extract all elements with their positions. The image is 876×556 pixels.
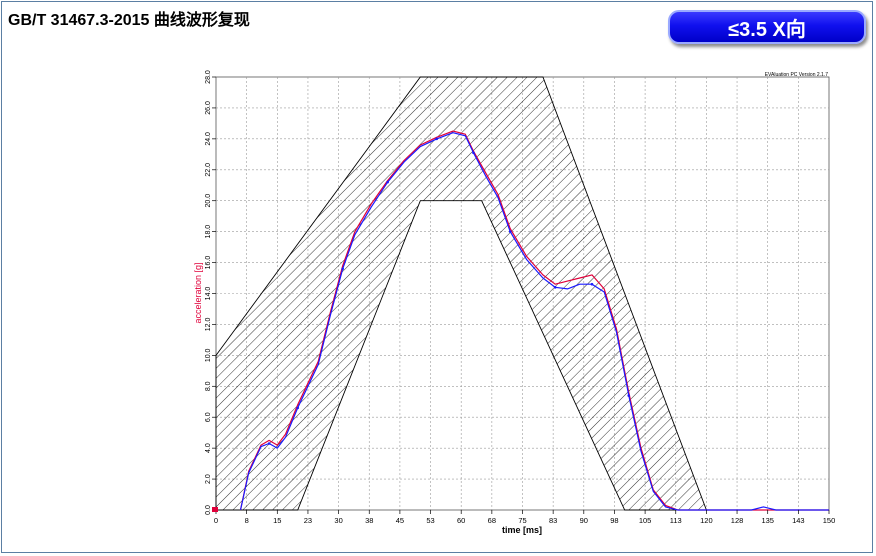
page-title: GB/T 31467.3-2015 曲线波形复现 (8, 12, 250, 29)
origin-marker (212, 507, 218, 512)
y-tick-label: 10.0 (205, 348, 212, 362)
series-point (472, 151, 475, 155)
x-axis-label: time [ms] (502, 525, 542, 535)
axis-badge-button[interactable]: ≤3.5 X向 (668, 10, 866, 44)
y-tick-label: 26.0 (205, 101, 212, 115)
x-tick-label: 68 (488, 516, 496, 525)
y-axis-label: acceleration [g] (193, 262, 203, 323)
x-tick-label: 75 (518, 516, 526, 525)
series-point (627, 394, 631, 397)
y-tick-label: 22.0 (205, 163, 212, 177)
x-tick-label: 30 (334, 516, 342, 525)
series-point (590, 282, 594, 286)
tolerance-corridor (215, 76, 708, 511)
series-point (553, 286, 557, 289)
x-tick-label: 38 (365, 516, 373, 525)
series-point (267, 442, 271, 445)
x-tick-label: 113 (670, 516, 682, 525)
x-tick-label: 15 (273, 516, 281, 525)
x-tick-label: 135 (761, 516, 774, 525)
y-tick-label: 4.0 (205, 443, 212, 453)
x-tick-label: 8 (245, 516, 249, 525)
y-tick-label: 12.0 (205, 318, 212, 332)
series-point (386, 180, 389, 184)
y-tick-label: 16.0 (205, 256, 212, 270)
x-tick-label: 45 (396, 516, 404, 525)
series-layer (239, 130, 829, 511)
y-tick-label: 8.0 (205, 381, 212, 391)
x-tick-label: 23 (304, 516, 312, 525)
y-tick-label: 18.0 (205, 225, 212, 239)
version-label: EVAluation PC Version 2.1.7 (765, 72, 828, 78)
x-tick-label: 83 (549, 516, 557, 525)
x-tick-label: 90 (580, 516, 588, 525)
y-tick-label: 6.0 (205, 412, 212, 422)
x-tick-label: 60 (457, 516, 465, 525)
y-tick-label: 2.0 (205, 474, 212, 484)
x-tick-label: 98 (610, 516, 618, 525)
y-tick-label: 28.0 (205, 70, 212, 84)
x-tick-label: 0 (214, 516, 218, 525)
y-tick-label: 0.0 (205, 505, 212, 515)
x-tick-label: 150 (823, 516, 836, 525)
x-axis-ticks: 0 8 15 23 30 38 45 53 60 68 75 83 90 98 105 113 120 128 13… (214, 510, 835, 525)
y-axis-ticks: 0.0 2.0 4.0 6.0 8.0 10.0 12.0 14.0 16.0 18.0 20.0 2… (205, 70, 216, 515)
series-point (435, 137, 438, 141)
series-point (296, 406, 300, 410)
y-tick-label: 24.0 (205, 132, 212, 146)
y-tick-label: 14.0 (205, 287, 212, 301)
x-tick-label: 53 (426, 516, 434, 525)
x-tick-label: 143 (792, 516, 805, 525)
x-tick-label: 128 (731, 516, 744, 525)
x-tick-label: 105 (639, 516, 652, 525)
series-point (508, 230, 512, 233)
x-tick-label: 120 (700, 516, 713, 525)
series-line-2 (239, 132, 829, 511)
y-tick-label: 20.0 (205, 194, 212, 208)
series-point (341, 267, 344, 271)
